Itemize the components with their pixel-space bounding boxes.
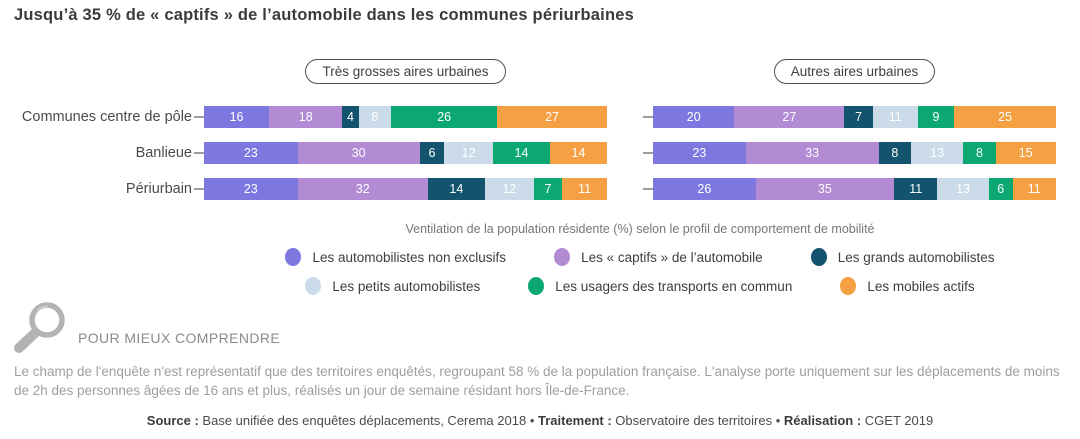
bar-segment: 8 (878, 142, 911, 164)
legend-dot-icon (840, 277, 857, 295)
bar-segment: 9 (917, 106, 955, 128)
bar-cell: 23 30 6 12 14 14 (194, 142, 607, 164)
category-label: Communes centre de pôle (21, 109, 192, 125)
bar-cell: 20 27 7 11 9 25 (643, 106, 1057, 128)
bar-segment: 26 (391, 106, 498, 128)
magnifier-icon (8, 299, 70, 355)
legend-item: Les grands automobilistes (810, 248, 995, 266)
source-text: Observatoire des territoires (611, 413, 773, 428)
bar-segment: 33 (745, 142, 879, 164)
bar-segment: 8 (358, 106, 392, 128)
bar-segment: 23 (204, 178, 298, 200)
bar-segment: 7 (533, 178, 563, 200)
bar-segment: 35 (755, 178, 894, 200)
legend-dot-icon (554, 248, 571, 266)
bar-segment: 12 (484, 178, 534, 200)
explainer-block: POUR MIEUX COMPRENDRE (8, 299, 280, 355)
axis-tick-icon (194, 152, 204, 154)
legend-rows: Les automobilistes non exclusifs Les « ca… (200, 246, 1080, 297)
legend-item: Les petits automobilistes (305, 277, 480, 295)
legend-row: Les petits automobilistes Les usagers des… (200, 275, 1080, 297)
legend-label: Les petits automobilistes (332, 278, 481, 294)
legend-label: Les usagers des transports en commun (555, 278, 793, 294)
bar-segment: 23 (653, 142, 746, 164)
stacked-bar: 23 32 14 12 7 11 (204, 178, 607, 200)
bar-segment: 8 (963, 142, 996, 164)
category-label: Périurbain (125, 181, 192, 197)
bar-segment: 11 (1012, 178, 1056, 200)
bar-segment: 23 (204, 142, 298, 164)
axis-tick-icon (194, 188, 204, 190)
stacked-bar: 20 27 7 11 9 25 (653, 106, 1057, 128)
legend-row: Les automobilistes non exclusifs Les « ca… (200, 246, 1080, 268)
panel-title-right: Autres aires urbaines (773, 59, 936, 84)
legend-dot-icon (810, 248, 827, 266)
stacked-bar: 23 30 6 12 14 14 (204, 142, 607, 164)
legend: Ventilation de la population résidente (… (200, 222, 1080, 304)
legend-item: Les usagers des transports en commun (528, 277, 792, 295)
bar-segment: 14 (427, 178, 485, 200)
bar-segment: 12 (444, 142, 494, 164)
legend-dot-icon (305, 277, 322, 295)
methodology-note: Le champ de l'enquête n'est représentati… (14, 364, 1060, 398)
axis-tick-icon (643, 188, 653, 190)
bar-segment: 18 (269, 106, 343, 128)
panel-headers: Très grosses aires urbaines Autres aires… (0, 59, 1080, 84)
bar-segment: 30 (297, 142, 420, 164)
bar-segment: 6 (419, 142, 445, 164)
panel-title-left: Très grosses aires urbaines (305, 59, 506, 84)
stacked-bar: 16 18 4 8 26 27 (204, 106, 607, 128)
bar-segment: 26 (653, 178, 756, 200)
bar-segment: 11 (872, 106, 918, 128)
bar-segment: 27 (734, 106, 845, 128)
bar-segment: 4 (342, 106, 359, 128)
bar-segment: 13 (937, 178, 989, 200)
legend-title: Ventilation de la population résidente (… (405, 222, 875, 236)
legend-dot-icon (528, 277, 545, 295)
category-label: Banlieue (135, 145, 192, 161)
source-label: Source : (146, 413, 199, 428)
legend-dot-icon (285, 248, 302, 266)
axis-tick-icon (194, 116, 204, 118)
chart-grid: Communes centre de pôle 16 18 4 8 26 27 20 27 7 11… (0, 106, 1080, 200)
separator-dot: • (526, 413, 538, 428)
legend-item: Les automobilistes non exclusifs (285, 248, 506, 266)
stacked-bar: 26 35 11 13 6 11 (653, 178, 1056, 200)
axis-tick-icon (643, 116, 653, 118)
bar-segment: 32 (297, 178, 428, 200)
legend-item: Les mobiles actifs (840, 277, 975, 295)
bar-cell: 26 35 11 13 6 11 (643, 178, 1056, 200)
page-title: Jusqu’à 35 % de « captifs » de l’automob… (14, 6, 634, 24)
legend-label: Les « captifs » de l’automobile (581, 249, 763, 265)
bar-segment: 25 (954, 106, 1057, 128)
bar-segment: 14 (550, 142, 607, 164)
explainer-heading: POUR MIEUX COMPRENDRE (78, 330, 281, 346)
bar-segment: 16 (204, 106, 270, 128)
bar-segment: 27 (497, 106, 607, 128)
bar-cell: 16 18 4 8 26 27 (194, 106, 607, 128)
bar-segment: 20 (653, 106, 735, 128)
bar-segment: 7 (844, 106, 873, 128)
legend-item: Les « captifs » de l’automobile (554, 248, 763, 266)
source-label: Réalisation : (783, 413, 862, 428)
stacked-bar: 23 33 8 13 8 15 (653, 142, 1056, 164)
source-label: Traitement : (537, 413, 612, 428)
bar-segment: 15 (995, 142, 1056, 164)
source-text: Base unifiée des enquêtes déplacements, … (198, 413, 527, 428)
bar-segment: 13 (910, 142, 964, 164)
source-line: Source : Base unifiée des enquêtes dépla… (0, 413, 1080, 428)
bar-segment: 14 (493, 142, 550, 164)
bar-segment: 11 (562, 178, 607, 200)
bar-segment: 6 (988, 178, 1013, 200)
bar-cell: 23 33 8 13 8 15 (643, 142, 1056, 164)
source-text: CGET 2019 (861, 413, 934, 428)
legend-label: Les grands automobilistes (837, 249, 995, 265)
separator-dot: • (772, 413, 784, 428)
axis-tick-icon (643, 152, 653, 154)
bar-segment: 11 (894, 178, 938, 200)
legend-label: Les automobilistes non exclusifs (312, 249, 507, 265)
bar-cell: 23 32 14 12 7 11 (194, 178, 607, 200)
legend-label: Les mobiles actifs (867, 278, 975, 294)
